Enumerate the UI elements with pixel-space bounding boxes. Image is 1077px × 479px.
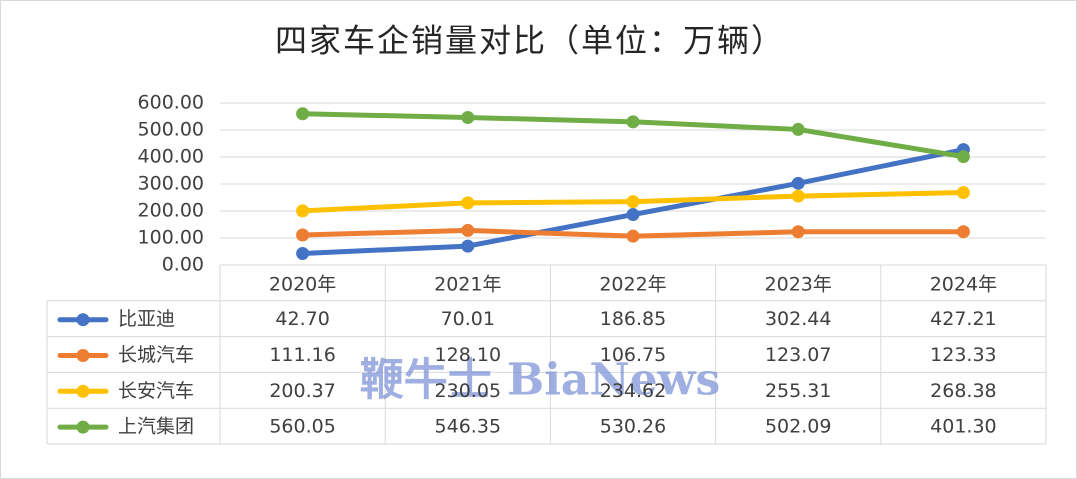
data-table-value: 70.01 xyxy=(441,308,495,330)
watermark: 鞭牛士 BiaNews xyxy=(360,355,721,406)
y-tick-label: 100.00 xyxy=(138,227,204,249)
data-table-value: 268.38 xyxy=(930,380,996,402)
data-table-value: 255.31 xyxy=(765,380,831,402)
marker xyxy=(626,229,640,243)
data-table-value: 106.75 xyxy=(600,344,666,366)
marker xyxy=(461,110,475,124)
data-table-value: 234.62 xyxy=(600,380,666,402)
legend-label: 上汽集团 xyxy=(118,416,194,438)
marker xyxy=(626,208,640,222)
data-table-value: 123.33 xyxy=(930,344,996,366)
marker xyxy=(296,228,310,242)
y-tick-label: 500.00 xyxy=(138,119,204,141)
marker xyxy=(791,122,805,136)
legend-label: 长安汽车 xyxy=(118,380,194,402)
data-table-value: 401.30 xyxy=(930,416,996,438)
data-table-value: 546.35 xyxy=(435,416,501,438)
legend-label: 长城汽车 xyxy=(118,344,194,366)
x-tick-label: 2021年 xyxy=(434,273,501,295)
data-table-value: 560.05 xyxy=(269,416,335,438)
marker xyxy=(956,186,970,200)
legend-marker xyxy=(76,420,90,434)
marker xyxy=(626,195,640,209)
legend-marker xyxy=(76,349,90,362)
data-table-value: 230.05 xyxy=(435,380,501,402)
data-table-value: 302.44 xyxy=(765,308,831,330)
y-tick-label: 0.00 xyxy=(162,254,204,276)
marker xyxy=(296,107,310,121)
y-tick-label: 300.00 xyxy=(138,173,204,195)
data-table-value: 530.26 xyxy=(600,416,666,438)
data-table-value: 128.10 xyxy=(435,344,501,366)
marker xyxy=(956,150,970,164)
data-table-value: 502.09 xyxy=(765,416,831,438)
data-table-value: 111.16 xyxy=(269,344,335,366)
data-table-value: 427.21 xyxy=(930,308,996,330)
marker xyxy=(791,225,805,239)
x-tick-label: 2024年 xyxy=(930,273,997,295)
data-table-value: 42.70 xyxy=(275,308,329,330)
marker xyxy=(461,223,475,237)
y-tick-label: 200.00 xyxy=(138,200,204,222)
marker xyxy=(791,176,805,190)
data-table-value: 123.07 xyxy=(765,344,831,366)
marker xyxy=(461,196,475,210)
x-tick-label: 2023年 xyxy=(765,273,832,295)
marker xyxy=(626,115,640,129)
legend-marker xyxy=(76,313,90,327)
y-tick-label: 400.00 xyxy=(138,146,204,168)
marker xyxy=(956,225,970,239)
marker xyxy=(791,189,805,203)
marker xyxy=(461,239,475,253)
marker xyxy=(296,204,310,218)
legend-label: 比亚迪 xyxy=(118,308,175,330)
data-table-value: 186.85 xyxy=(600,308,666,330)
x-tick-label: 2020年 xyxy=(269,273,336,295)
legend-marker xyxy=(76,384,90,398)
chart-title: 四家车企销量对比（单位：万辆） xyxy=(275,22,785,60)
marker xyxy=(296,246,310,260)
y-tick-label: 600.00 xyxy=(138,92,204,114)
x-tick-label: 2022年 xyxy=(599,273,666,295)
data-table-value: 200.37 xyxy=(269,380,335,402)
